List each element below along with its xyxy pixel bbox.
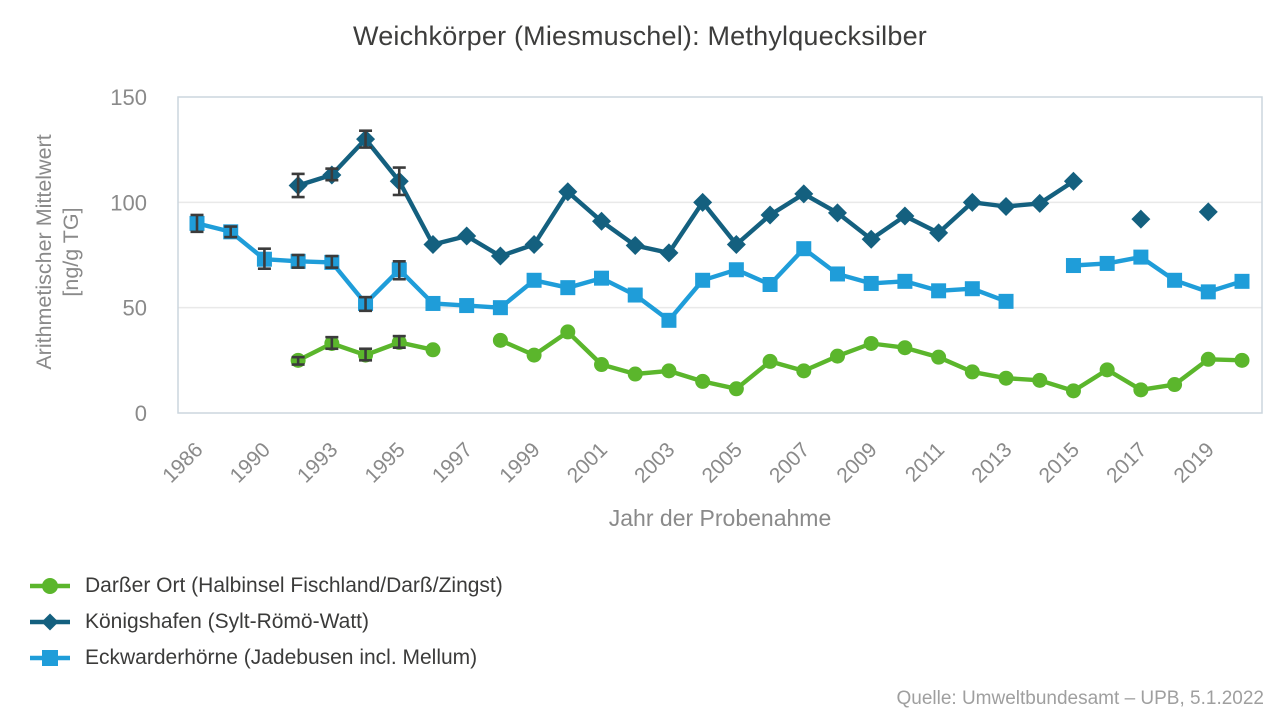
legend-label: Königshafen (Sylt-Römö-Watt) [85,610,369,633]
svg-text:100: 100 [110,190,147,215]
svg-text:150: 150 [110,85,147,110]
svg-text:1997: 1997 [428,438,477,487]
svg-text:1995: 1995 [360,438,409,487]
plot-area: 0 50 100 150 1986 1990 1993 1995 1997 1999 2001 200… [110,85,1263,488]
chart-title: Weichkörper (Miesmuschel): Methylquecksi… [353,21,927,51]
svg-text:2003: 2003 [630,438,679,487]
circle-marker-icon [30,578,70,594]
legend-item-darsser-ort[interactable]: Darßer Ort (Halbinsel Fischland/Darß/Zin… [28,568,503,604]
svg-text:1986: 1986 [158,438,207,487]
svg-text:2001: 2001 [563,438,612,487]
diamond-marker-icon [30,613,70,631]
y-axis-title-line1: Arithmetischer Mittelwert [32,134,56,370]
source-note: Quelle: Umweltbundesamt – UPB, 5.1.2022 [896,688,1264,709]
svg-text:2013: 2013 [967,438,1016,487]
y-axis-title-line2: [ng/g TG] [59,207,83,297]
square-marker-icon [30,650,70,666]
y-axis-title: Arithmetischer Mittelwert [ng/g TG] [31,134,85,369]
svg-text:1990: 1990 [226,438,275,487]
legend-label: Darßer Ort (Halbinsel Fischland/Darß/Zin… [85,574,503,597]
svg-text:1993: 1993 [293,438,342,487]
svg-text:0: 0 [135,401,147,426]
svg-text:2015: 2015 [1035,438,1084,487]
legend: Darßer Ort (Halbinsel Fischland/Darß/Zin… [28,568,503,676]
svg-text:1999: 1999 [495,438,544,487]
legend-item-koenigshafen[interactable]: Königshafen (Sylt-Römö-Watt) [28,604,503,640]
svg-text:2017: 2017 [1102,438,1151,487]
legend-item-eckwarderhoerne[interactable]: Eckwarderhörne (Jadebusen incl. Mellum) [28,640,503,676]
svg-text:2005: 2005 [698,438,747,487]
svg-text:2007: 2007 [765,438,814,487]
x-axis-title: Jahr der Probenahme [608,505,832,531]
svg-text:2019: 2019 [1170,438,1219,487]
svg-text:2011: 2011 [901,438,949,486]
legend-label: Eckwarderhörne (Jadebusen incl. Mellum) [85,646,478,669]
svg-text:2009: 2009 [832,438,881,487]
svg-text:50: 50 [123,296,147,321]
